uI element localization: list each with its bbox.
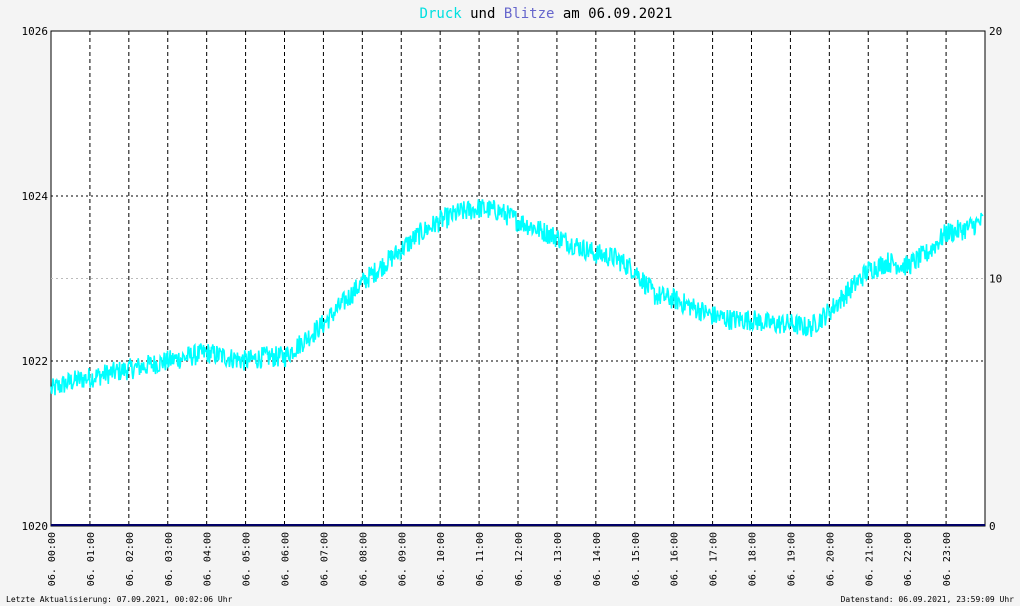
x-tick-label: 06. 05:00 [242, 532, 253, 586]
x-tick-label: 06. 06:00 [281, 532, 292, 586]
y-right-tick-label: 10 [989, 273, 1002, 286]
x-tick-label: 06. 19:00 [786, 532, 797, 586]
x-tick-label: 06. 22:00 [903, 532, 914, 586]
x-tick-label: 06. 09:00 [397, 532, 408, 586]
x-tick-label: 06. 15:00 [631, 532, 642, 586]
x-tick-label: 06. 08:00 [358, 532, 369, 586]
y-left-tick-label: 1020 [22, 520, 49, 533]
x-tick-label: 06. 10:00 [436, 532, 447, 586]
x-tick-label: 06. 23:00 [942, 532, 953, 586]
x-tick-label: 06. 04:00 [203, 532, 214, 586]
x-tick-label: 06. 13:00 [553, 532, 564, 586]
x-tick-label: 06. 03:00 [164, 532, 175, 586]
x-tick-label: 06. 18:00 [748, 532, 759, 586]
x-tick-label: 06. 17:00 [709, 532, 720, 586]
title-druck: Druck [420, 6, 463, 22]
title-und: und [462, 6, 504, 22]
series-layer [50, 199, 985, 526]
x-tick-label: 06. 16:00 [670, 532, 681, 586]
y-right-tick-label: 20 [989, 25, 1002, 38]
x-tick-label: 06. 20:00 [825, 532, 836, 586]
y-left-tick-label: 1026 [22, 25, 49, 38]
y-right-tick-label: 0 [989, 520, 996, 533]
chart-title: Druck und Blitze am 06.09.2021 [420, 6, 673, 22]
x-tick-label: 06. 14:00 [592, 532, 603, 586]
x-tick-label: 06. 07:00 [319, 532, 330, 586]
series-druck-line [50, 199, 984, 396]
footer-last-update: Letzte Aktualisierung: 07.09.2021, 00:02… [6, 595, 233, 604]
title-blitze: Blitze [504, 6, 555, 22]
y-left-tick-label: 1022 [22, 355, 49, 368]
footer-data-status: Datenstand: 06.09.2021, 23:59:09 Uhr [840, 595, 1014, 604]
title-date: am 06.09.2021 [554, 6, 672, 22]
x-tick-label: 06. 11:00 [475, 532, 486, 586]
x-tick-label: 06. 02:00 [125, 532, 136, 586]
y-left-tick-label: 1024 [22, 190, 49, 203]
x-tick-label: 06. 21:00 [864, 532, 875, 586]
x-tick-label: 06. 00:00 [47, 532, 58, 586]
x-tick-label: 06. 01:00 [86, 532, 97, 586]
x-tick-label: 06. 12:00 [514, 532, 525, 586]
